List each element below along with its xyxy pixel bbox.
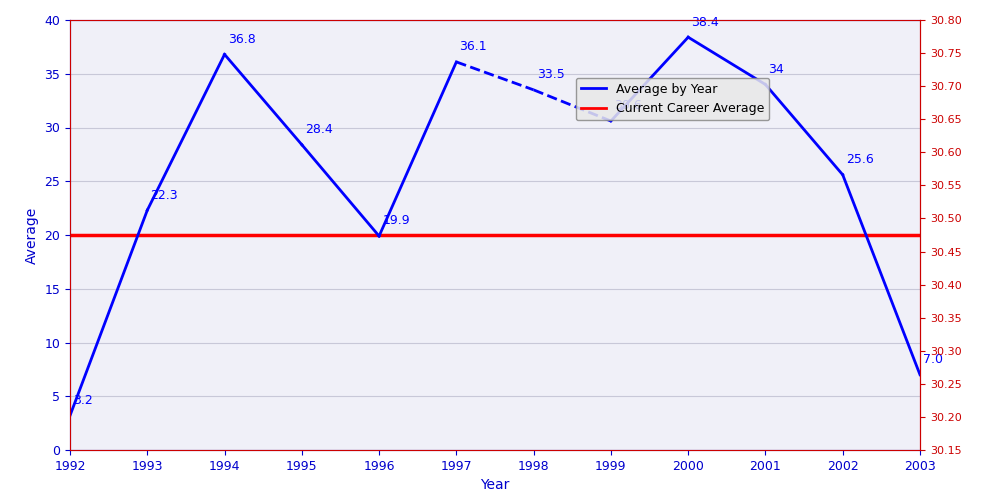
Text: 30.6: 30.6 bbox=[614, 100, 642, 112]
Text: 36.8: 36.8 bbox=[228, 33, 255, 46]
Text: 7.0: 7.0 bbox=[923, 353, 943, 366]
Text: 22.3: 22.3 bbox=[150, 188, 178, 202]
Text: 34: 34 bbox=[769, 63, 784, 76]
Legend: Average by Year, Current Career Average: Average by Year, Current Career Average bbox=[576, 78, 769, 120]
Y-axis label: Average: Average bbox=[25, 206, 39, 264]
Text: 36.1: 36.1 bbox=[459, 40, 487, 54]
Text: 38.4: 38.4 bbox=[691, 16, 719, 28]
X-axis label: Year: Year bbox=[480, 478, 510, 492]
Text: 3.2: 3.2 bbox=[73, 394, 93, 407]
Text: 28.4: 28.4 bbox=[305, 123, 333, 136]
Text: 25.6: 25.6 bbox=[846, 153, 874, 166]
Text: 19.9: 19.9 bbox=[382, 214, 410, 228]
Text: 33.5: 33.5 bbox=[537, 68, 564, 82]
